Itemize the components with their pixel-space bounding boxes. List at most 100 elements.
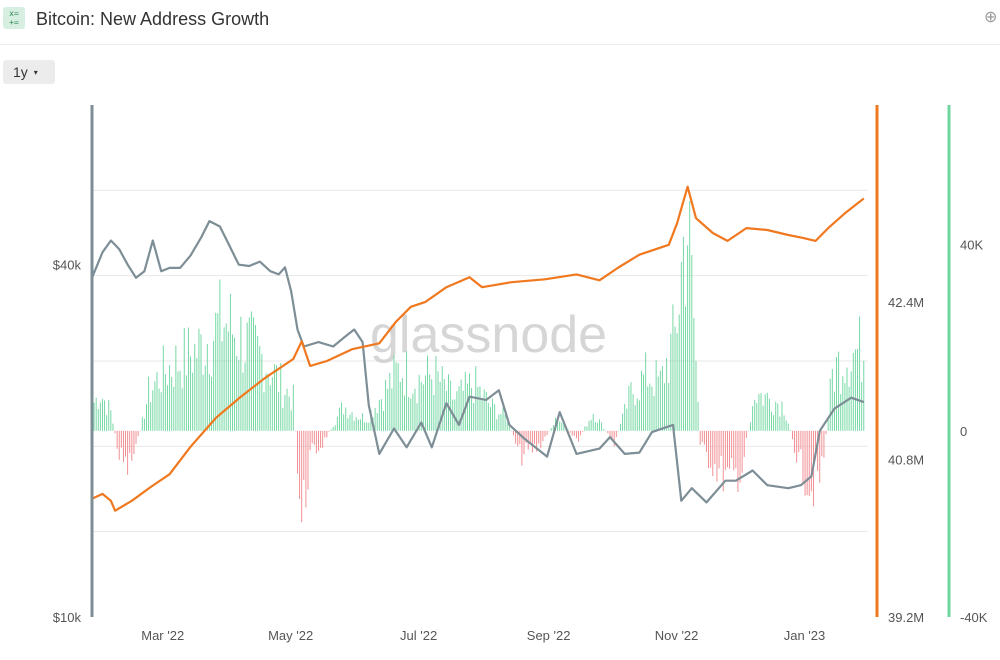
growth-bar [777, 403, 779, 431]
growth-bar [653, 395, 655, 431]
growth-bar [578, 430, 580, 442]
growth-bar [664, 383, 666, 431]
growth-bar [439, 381, 441, 431]
growth-bar [238, 360, 240, 431]
growth-bar [387, 388, 389, 431]
growth-bar [638, 400, 640, 431]
growth-bar [764, 394, 766, 431]
growth-bar [217, 313, 219, 431]
growth-bar [726, 430, 728, 468]
growth-bar [762, 405, 764, 431]
time-range-label: 1y [13, 64, 28, 80]
growth-bar [143, 418, 145, 431]
growth-bar [701, 430, 703, 442]
growth-bar [844, 382, 846, 431]
growth-bar [546, 430, 548, 435]
growth-bar [693, 317, 695, 431]
addresses-line [91, 185, 865, 512]
growth-bar [271, 377, 273, 431]
growth-bar [615, 430, 617, 438]
growth-bar [561, 422, 563, 431]
grid-lines [92, 189, 868, 533]
growth-bar [586, 426, 588, 431]
growth-bar [269, 385, 271, 431]
growth-bar [263, 392, 265, 431]
growth-bar [389, 372, 391, 431]
growth-bar [280, 362, 282, 431]
growth-bar [649, 383, 651, 431]
growth-bar [611, 430, 613, 438]
growth-bar [412, 393, 414, 431]
growth-bar [643, 374, 645, 431]
growth-bar [544, 430, 546, 437]
growth-bar [349, 414, 351, 431]
growth-bar [594, 422, 596, 431]
growth-bar [550, 428, 552, 431]
growth-bar [668, 383, 670, 431]
growth-bar [531, 430, 533, 453]
growth-bar [250, 311, 252, 431]
growth-bar [800, 430, 802, 450]
growth-bar [322, 430, 324, 448]
growth-bar [722, 430, 724, 492]
growth-bar [620, 423, 621, 431]
growth-bar [798, 430, 800, 453]
growth-bar [710, 430, 712, 468]
price-line [90, 220, 865, 504]
growth-bar [676, 333, 678, 431]
growth-bar [336, 416, 338, 431]
growth-bar [355, 417, 357, 431]
growth-bar [418, 374, 420, 431]
growth-bar [179, 370, 181, 431]
growth-bar [622, 413, 624, 431]
x-tick-label: May '22 [268, 628, 313, 643]
calculator-icon: x= += [3, 7, 25, 29]
growth-bar [433, 394, 435, 431]
growth-bar [364, 422, 366, 431]
growth-bar [221, 341, 223, 431]
icon-glyph-bottom: += [9, 18, 19, 27]
growth-bar [833, 391, 835, 431]
growth-bar [374, 408, 376, 431]
growth-bar [198, 328, 200, 431]
growth-bar [536, 430, 538, 452]
growth-bar [152, 390, 154, 431]
growth-bar [590, 419, 592, 431]
growth-bar [521, 430, 523, 466]
growth-bar [500, 414, 502, 431]
growth-bar [227, 331, 229, 431]
growth-bar [399, 382, 401, 431]
growth-bar [716, 430, 718, 482]
growth-bar [672, 304, 674, 431]
growth-bar [724, 430, 726, 470]
growth-bar [666, 357, 668, 431]
growth-bar [408, 396, 410, 431]
growth-bar [802, 430, 804, 484]
growth-bar [431, 379, 433, 431]
growth-bar [351, 412, 353, 431]
growth-bar [515, 430, 517, 444]
growth-bar [167, 385, 168, 431]
growth-bar [624, 403, 626, 431]
growth-bar [190, 356, 192, 431]
growth-bar [448, 374, 449, 431]
addresses-tick-label: 39.2M [888, 610, 924, 625]
growth-bar [601, 422, 603, 431]
growth-bar [714, 430, 716, 465]
growth-bar [215, 312, 217, 431]
growth-bar [378, 400, 380, 431]
growth-bar [477, 386, 479, 431]
growth-bar [338, 407, 340, 431]
growth-bar [366, 422, 368, 431]
growth-bar [703, 430, 705, 445]
growth-bar [108, 399, 110, 431]
time-range-dropdown[interactable]: 1y ▾ [3, 60, 55, 84]
growth-bar [584, 426, 586, 431]
growth-bar [290, 410, 292, 431]
growth-bar [854, 349, 856, 431]
growth-bar [194, 343, 196, 431]
growth-bar [817, 430, 819, 471]
growth-bar [273, 364, 275, 431]
growth-bar [779, 416, 781, 431]
add-circle-icon[interactable]: ⊕ [984, 10, 998, 26]
